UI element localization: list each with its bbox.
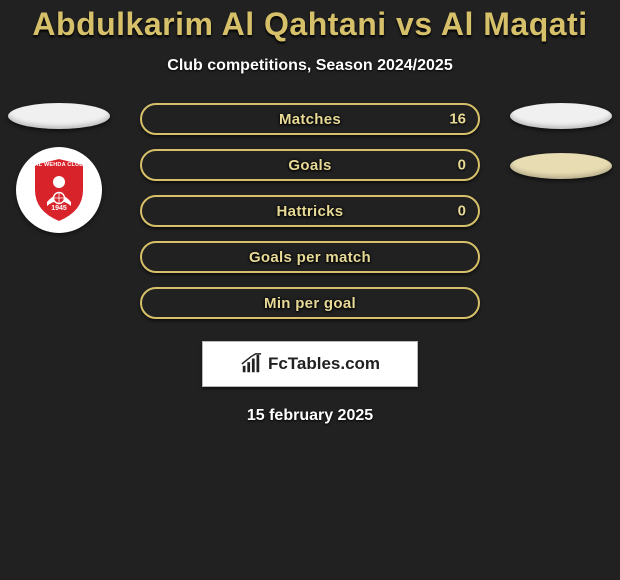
stat-value-right: 0 — [458, 203, 466, 220]
stat-label: Goals per match — [249, 249, 371, 266]
stat-value-right: 0 — [458, 157, 466, 174]
stat-value-right: 16 — [449, 111, 466, 128]
stat-rows: Matches 16 Goals 0 Hattricks 0 Goals per… — [140, 103, 480, 319]
stat-row-hattricks: Hattricks 0 — [140, 195, 480, 227]
club-name-text: AL WEHDA CLUB — [30, 162, 88, 168]
left-ellipse — [8, 103, 110, 129]
subtitle: Club competitions, Season 2024/2025 — [0, 57, 620, 75]
stat-row-matches: Matches 16 — [140, 103, 480, 135]
right-ellipse-2 — [510, 153, 612, 179]
club-shield-icon: AL WEHDA CLUB 1945 — [30, 156, 88, 224]
date-text: 15 february 2025 — [0, 407, 620, 425]
right-player-col — [506, 103, 616, 179]
club-year-text: 1945 — [30, 205, 88, 212]
stat-label: Matches — [279, 111, 341, 128]
brand-box[interactable]: FcTables.com — [202, 341, 418, 387]
left-club-badge: AL WEHDA CLUB 1945 — [16, 147, 102, 233]
brand-chart-icon — [240, 353, 262, 375]
left-player-col: AL WEHDA CLUB 1945 — [4, 103, 114, 233]
stat-row-gpm: Goals per match — [140, 241, 480, 273]
stat-label: Min per goal — [264, 295, 356, 312]
brand-text: FcTables.com — [268, 354, 380, 374]
stat-row-mpg: Min per goal — [140, 287, 480, 319]
right-ellipse-1 — [510, 103, 612, 129]
stat-label: Hattricks — [277, 203, 344, 220]
stat-row-goals: Goals 0 — [140, 149, 480, 181]
stat-label: Goals — [288, 157, 331, 174]
stats-area: AL WEHDA CLUB 1945 Matches 16 Goals 0 Ha… — [0, 103, 620, 425]
page-title: Abdulkarim Al Qahtani vs Al Maqati — [0, 6, 620, 43]
